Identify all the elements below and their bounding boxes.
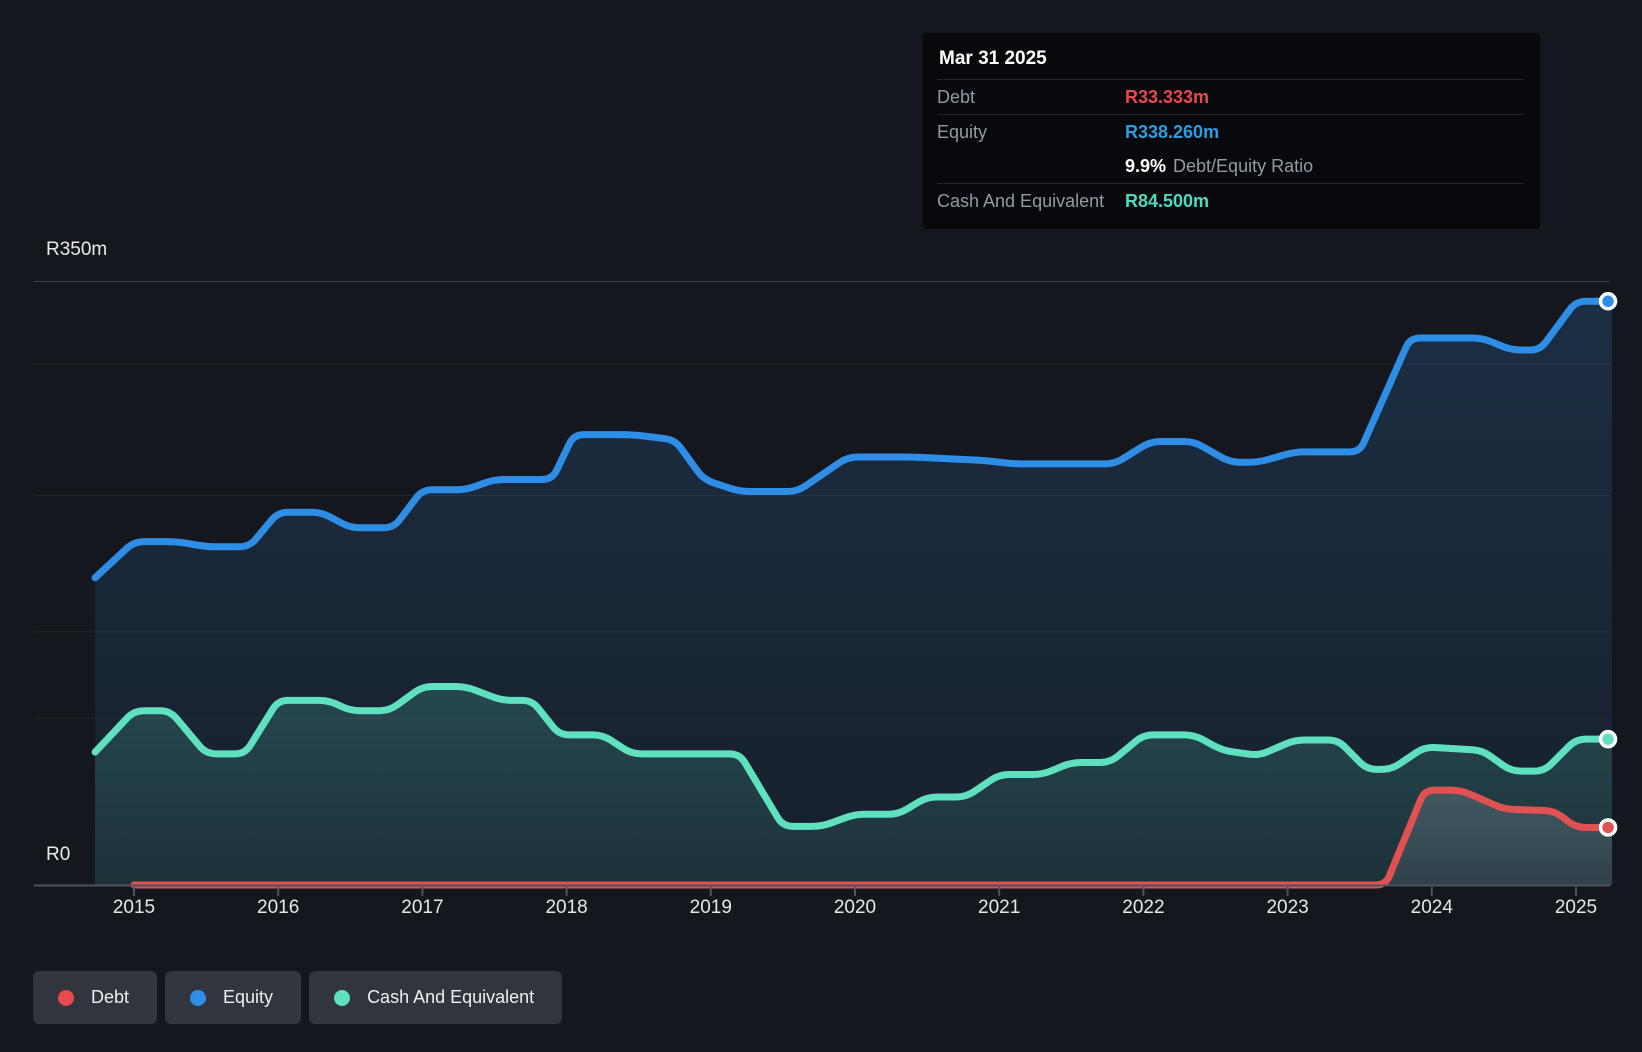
equity-endpoint-dot bbox=[1598, 292, 1618, 311]
tooltip-row-equity: Equity R338.260m bbox=[937, 114, 1524, 149]
x-tick-label-2025: 2025 bbox=[1554, 897, 1598, 918]
debt-equity-ratio-label: Debt/Equity Ratio bbox=[1173, 155, 1314, 176]
y-axis-label-zero: R0 bbox=[46, 844, 71, 865]
debt-equity-ratio-value: 9.9% bbox=[1125, 155, 1167, 176]
cash-endpoint-dot bbox=[1598, 729, 1618, 749]
x-tick-label-2022: 2022 bbox=[1122, 897, 1165, 918]
y-axis-label-max: R350m bbox=[46, 239, 108, 260]
tooltip-row-debt: Debt R33.333m bbox=[937, 79, 1524, 114]
tooltip-debt-label: Debt bbox=[937, 86, 976, 107]
equity-legend-dot-icon bbox=[190, 989, 207, 1006]
cash-area bbox=[95, 686, 1613, 885]
legend: Debt Equity Cash And Equivalent bbox=[33, 971, 563, 1024]
x-tick-label-2021: 2021 bbox=[978, 897, 1021, 918]
legend-item-cash[interactable]: Cash And Equivalent bbox=[309, 971, 563, 1024]
x-tick-label-2020: 2020 bbox=[833, 897, 877, 918]
tooltip: Mar 31 2025 Debt R33.333m Equity R338.26… bbox=[923, 33, 1540, 229]
legend-item-debt[interactable]: Debt bbox=[33, 971, 158, 1024]
tooltip-cash-value: R84.500m bbox=[1125, 190, 1210, 211]
x-tick-label-2015: 2015 bbox=[112, 897, 156, 918]
tooltip-row-cash: Cash And Equivalent R84.500m bbox=[937, 183, 1524, 218]
cash-legend-dot-icon bbox=[334, 989, 351, 1006]
legend-equity-label: Equity bbox=[223, 987, 274, 1007]
equity-line bbox=[91, 297, 1616, 582]
legend-cash-label: Cash And Equivalent bbox=[367, 987, 535, 1007]
x-tick-label-2024: 2024 bbox=[1410, 897, 1453, 918]
tooltip-equity-label: Equity bbox=[937, 121, 988, 142]
x-tick-label-2016: 2016 bbox=[257, 897, 300, 918]
tooltip-equity-value: R338.260m bbox=[1125, 121, 1220, 142]
debt-line bbox=[130, 786, 1616, 889]
tooltip-cash-label: Cash And Equivalent bbox=[937, 190, 1105, 211]
debt-legend-dot-icon bbox=[58, 989, 74, 1006]
tooltip-row-ratio: 9.9% Debt/Equity Ratio bbox=[937, 149, 1524, 183]
x-tick-label-2019: 2019 bbox=[689, 897, 732, 918]
cash-line bbox=[91, 683, 1616, 830]
debt-endpoint-dot bbox=[1598, 818, 1618, 837]
legend-item-equity[interactable]: Equity bbox=[165, 971, 302, 1024]
x-tick-label-2017: 2017 bbox=[401, 897, 444, 918]
x-tick-label-2023: 2023 bbox=[1266, 897, 1309, 918]
legend-debt-label: Debt bbox=[91, 987, 130, 1007]
debt-area bbox=[134, 790, 1613, 885]
tooltip-debt-value: R33.333m bbox=[1125, 86, 1210, 107]
x-tick-label-2018: 2018 bbox=[545, 897, 588, 918]
tooltip-date: Mar 31 2025 bbox=[939, 48, 1047, 69]
